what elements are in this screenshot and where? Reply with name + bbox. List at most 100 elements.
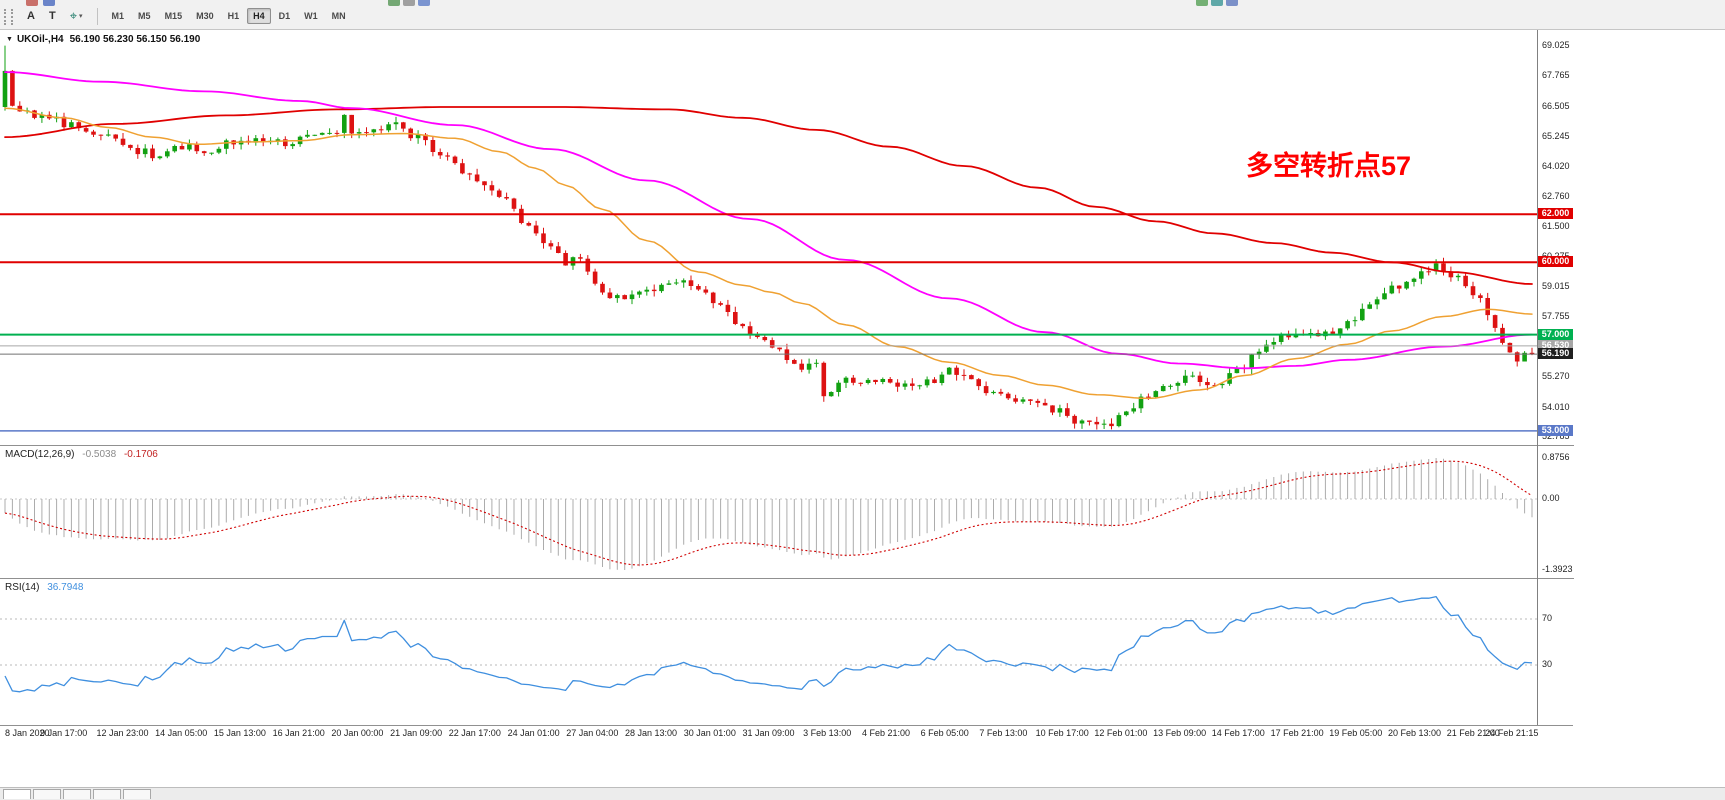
price-label-53.000: 53.000 bbox=[1538, 425, 1573, 436]
price-label-56.530: 56.530 bbox=[1538, 340, 1573, 351]
time-axis-label: 21 Jan 09:00 bbox=[390, 728, 443, 738]
macd-axis-label: 0.00 bbox=[1542, 493, 1560, 503]
crosshair-tool-button[interactable]: ⌖ ▾ bbox=[64, 6, 89, 26]
time-axis-label: 22 Jan 17:00 bbox=[448, 728, 501, 738]
ma-orange-fast bbox=[4, 107, 1533, 400]
chart-tab[interactable] bbox=[3, 789, 31, 799]
text-label-tool-button[interactable]: T bbox=[48, 10, 56, 22]
rsi-axis-label: 30 bbox=[1542, 659, 1553, 669]
time-axis-label: 20 Jan 00:00 bbox=[331, 728, 384, 738]
chart-tab[interactable] bbox=[63, 789, 91, 799]
price-axis-label: 57.755 bbox=[1542, 311, 1570, 322]
timeframe-button-m5[interactable]: M5 bbox=[138, 11, 151, 21]
panel-separator bbox=[1538, 445, 1574, 446]
rsi-name: RSI(14) bbox=[5, 582, 40, 593]
time-axis-label: 28 Jan 13:00 bbox=[624, 728, 678, 738]
time-axis-label: 19 Feb 05:00 bbox=[1329, 728, 1383, 738]
price-label-62.000: 62.000 bbox=[1538, 208, 1573, 219]
time-axis-label: 14 Feb 17:00 bbox=[1211, 728, 1265, 738]
rsi-axis-label: 70 bbox=[1542, 613, 1553, 623]
price-axis-label: 62.760 bbox=[1542, 190, 1570, 201]
timeframe-button-m1[interactable]: M1 bbox=[111, 11, 125, 21]
time-axis-label: 13 Feb 09:00 bbox=[1153, 728, 1207, 738]
ma-magenta-mid bbox=[4, 71, 1533, 370]
cropped-toolbar-icon bbox=[403, 0, 415, 6]
cropped-toolbar-icon bbox=[26, 0, 38, 6]
price-axis-label: 69.025 bbox=[1542, 40, 1570, 50]
macd-panel-canvas[interactable] bbox=[0, 445, 1537, 579]
rsi-line bbox=[4, 595, 1533, 693]
cropped-toolbar-icon bbox=[1211, 0, 1223, 6]
price-label-57.000: 57.000 bbox=[1538, 329, 1573, 340]
time-axis-label: 6 Feb 05:00 bbox=[920, 728, 969, 738]
timeframe-button-h1[interactable]: H1 bbox=[227, 11, 240, 21]
text-tool-a-button[interactable]: A bbox=[27, 10, 35, 22]
time-axis-label: 21 Feb 21:00 bbox=[1446, 728, 1500, 738]
price-axis-label: 55.270 bbox=[1542, 371, 1570, 382]
timeframe-group: M1 M5 M15 M30 H1 H4 D1 W1 MN bbox=[105, 5, 353, 24]
chart-annotation-text[interactable]: 多空转折点57 bbox=[1246, 150, 1411, 181]
macd-axis-label: 0.8756 bbox=[1542, 452, 1570, 462]
timeframe-button-m15[interactable]: M15 bbox=[164, 11, 183, 21]
toolbar-drag-handle[interactable] bbox=[4, 8, 13, 25]
chart-symbol-label: UKOil-,H4 bbox=[16, 34, 64, 45]
current-price-label: 56.190 bbox=[1538, 348, 1573, 359]
panel-separator bbox=[1538, 578, 1574, 579]
price-axis-label: 61.500 bbox=[1542, 221, 1570, 232]
price-axis-label: 67.765 bbox=[1542, 70, 1570, 81]
time-axis-label: 10 Feb 17:00 bbox=[1035, 728, 1089, 738]
time-axis-label: 24 Feb 21:15 bbox=[1485, 728, 1539, 738]
chart-tab[interactable] bbox=[93, 789, 121, 799]
price-axis-label: 66.505 bbox=[1542, 100, 1570, 111]
time-axis-label: 31 Jan 09:00 bbox=[742, 728, 795, 738]
time-axis-label: 9 Jan 17:00 bbox=[40, 728, 88, 738]
chart-title: ▼ UKOil-,H4 56.190 56.230 56.150 56.190 bbox=[6, 34, 200, 45]
time-axis-label: 20 Feb 13:00 bbox=[1387, 728, 1442, 738]
time-axis-label: 30 Jan 01:00 bbox=[683, 728, 736, 738]
macd-histogram bbox=[4, 458, 1533, 570]
toolbar-separator bbox=[96, 7, 98, 25]
timeframe-button-mn[interactable]: MN bbox=[331, 11, 346, 21]
crosshair-icon: ⌖ bbox=[69, 8, 78, 23]
macd-signal-value: -0.1706 bbox=[123, 449, 158, 460]
time-axis-label: 12 Feb 01:00 bbox=[1094, 728, 1148, 738]
time-axis-label: 16 Jan 21:00 bbox=[272, 728, 325, 738]
chart-tab[interactable] bbox=[33, 789, 61, 799]
cropped-toolbar-icon bbox=[43, 0, 55, 6]
candlestick-series bbox=[2, 45, 1535, 430]
macd-label: MACD(12,26,9) -0.5038 -0.1706 bbox=[5, 449, 158, 460]
price-label-60.000: 60.000 bbox=[1538, 256, 1573, 267]
cropped-toolbar-icon bbox=[418, 0, 430, 6]
timeframe-button-w1[interactable]: W1 bbox=[304, 11, 318, 21]
timeframe-button-d1[interactable]: D1 bbox=[278, 11, 291, 21]
chart-tab[interactable] bbox=[123, 789, 151, 799]
time-axis-label: 14 Jan 05:00 bbox=[155, 728, 208, 738]
timeframe-button-m30[interactable]: M30 bbox=[196, 11, 214, 21]
time-axis-label: 3 Feb 13:00 bbox=[803, 728, 852, 738]
time-axis-label: 17 Feb 21:00 bbox=[1270, 728, 1324, 738]
time-axis-label: 4 Feb 21:00 bbox=[861, 728, 911, 738]
main-chart-canvas[interactable]: 多空转折点57 bbox=[0, 29, 1537, 445]
rsi-panel-canvas[interactable] bbox=[0, 578, 1537, 726]
ma-red-slow bbox=[4, 106, 1533, 285]
chevron-down-icon: ▾ bbox=[79, 13, 83, 20]
time-axis-label: 7 Feb 13:00 bbox=[979, 728, 1028, 738]
rsi-value: 36.7948 bbox=[47, 582, 84, 593]
time-axis-label: 12 Jan 23:00 bbox=[96, 728, 149, 738]
chart-ohlc-values: 56.190 56.230 56.150 56.190 bbox=[69, 34, 201, 45]
time-axis[interactable]: 8 Jan 2020 9 Jan 17:00 12 Jan 23:00 14 Jan … bbox=[0, 725, 1573, 742]
price-axis[interactable]: 69.025 67.765 66.505 65.245 64.020 62.760 61.5… bbox=[1537, 29, 1574, 725]
price-axis-label: 60.275 bbox=[1542, 251, 1570, 261]
price-axis-label: 52.785 bbox=[1542, 431, 1570, 442]
collapse-chart-icon[interactable]: ▼ bbox=[6, 36, 13, 43]
macd-axis-label: -1.3923 bbox=[1542, 564, 1573, 574]
timeframe-button-h4[interactable]: H4 bbox=[247, 8, 271, 24]
cropped-toolbar-icon bbox=[1196, 0, 1208, 6]
price-axis-label: 54.010 bbox=[1542, 401, 1570, 412]
macd-main-value: -0.5038 bbox=[82, 449, 117, 460]
price-axis-label: 59.015 bbox=[1542, 281, 1570, 292]
price-axis-label: 64.020 bbox=[1542, 160, 1570, 171]
toolbar: A T ⌖ ▾ M1 M5 M15 M30 H1 H4 D1 W1 MN bbox=[0, 0, 1725, 30]
time-axis-label: 27 Jan 04:00 bbox=[566, 728, 619, 738]
macd-name: MACD(12,26,9) bbox=[5, 449, 75, 460]
